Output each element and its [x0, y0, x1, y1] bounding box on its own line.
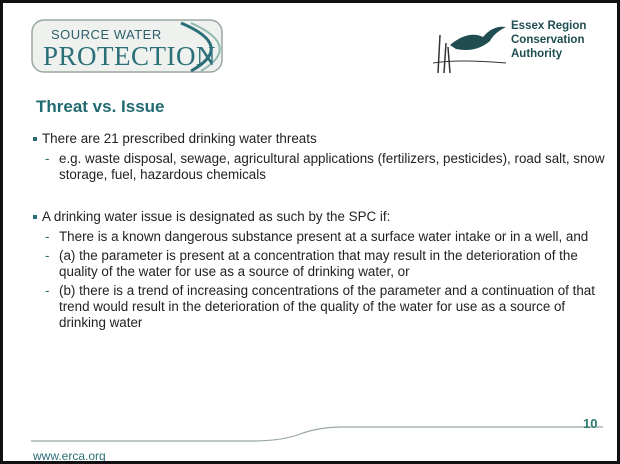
- page-number: 10: [583, 416, 598, 431]
- erca-logo-line: Authority: [511, 48, 563, 60]
- sub-bullet: (a) the parameter is present at a concen…: [33, 248, 607, 280]
- sub-bullet: (b) there is a trend of increasing conce…: [33, 283, 607, 331]
- sub-bullet: There is a known dangerous substance pre…: [33, 229, 607, 245]
- logo-line2: PROTECTION: [43, 41, 216, 71]
- bullet: A drinking water issue is designated as …: [33, 209, 613, 225]
- logo-line1: SOURCE WATER: [51, 27, 162, 42]
- sub-bullet: e.g. waste disposal, sewage, agricultura…: [33, 151, 607, 183]
- bullet-group: There are 21 prescribed drinking water t…: [33, 131, 613, 183]
- erca-logo-line: Conservation: [511, 34, 585, 46]
- source-water-logo: SOURCE WATER PROTECTION: [31, 19, 236, 73]
- footer-url: www.erca.org: [33, 449, 106, 463]
- slide-title: Threat vs. Issue: [36, 97, 165, 116]
- erca-bird-icon: [432, 26, 507, 74]
- content: There are 21 prescribed drinking water t…: [33, 131, 613, 357]
- bullet-group: A drinking water issue is designated as …: [33, 209, 613, 331]
- erca-logo-line: Essex Region: [511, 20, 587, 32]
- bullet: There are 21 prescribed drinking water t…: [33, 131, 613, 147]
- logo-frame: [31, 19, 223, 73]
- erca-logo-text: Essex Region Conservation Authority: [511, 19, 586, 61]
